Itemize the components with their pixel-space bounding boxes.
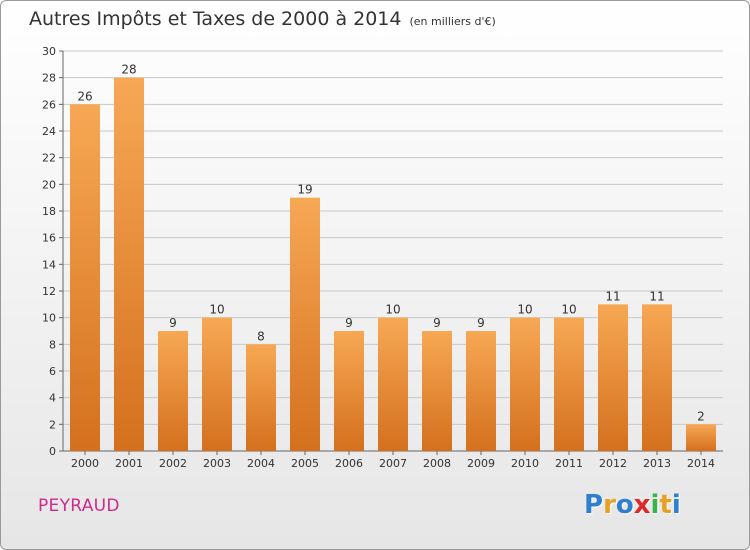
bar-value-label: 10 — [561, 303, 576, 317]
x-tick-label: 2008 — [423, 457, 451, 470]
y-tick-label: 12 — [42, 285, 56, 298]
bar-value-label: 11 — [649, 289, 664, 303]
bar-value-label: 10 — [209, 303, 224, 317]
chart-title-text: Autres Impôts et Taxes de 2000 à 2014 — [29, 8, 402, 30]
logo-letter: x — [633, 490, 651, 520]
bar — [554, 317, 584, 451]
labels: 0246810121416182022242628302620002820019… — [42, 45, 715, 470]
bar-value-label: 10 — [517, 303, 532, 317]
bar — [642, 304, 672, 451]
bar-value-label: 9 — [169, 316, 177, 330]
logo-letter: t — [659, 490, 672, 520]
logo-letter: o — [615, 490, 634, 520]
bar-value-label: 9 — [433, 316, 441, 330]
bar-value-label: 2 — [697, 409, 705, 423]
y-tick-label: 6 — [49, 365, 56, 378]
y-tick-label: 30 — [42, 45, 56, 58]
bar-value-label: 28 — [121, 63, 136, 77]
y-tick-label: 2 — [49, 418, 56, 431]
y-tick-label: 16 — [42, 232, 56, 245]
bar — [114, 77, 144, 452]
x-tick-label: 2014 — [687, 457, 715, 470]
y-tick-label: 0 — [49, 445, 56, 458]
bar-value-label: 26 — [77, 89, 92, 103]
logo-letter: i — [671, 490, 681, 520]
bar — [246, 344, 276, 451]
bar — [378, 317, 408, 451]
x-tick-label: 2002 — [159, 457, 187, 470]
x-tick-label: 2012 — [599, 457, 627, 470]
x-tick-label: 2006 — [335, 457, 363, 470]
bar — [334, 331, 364, 451]
bar — [466, 331, 496, 451]
y-tick-label: 26 — [42, 98, 56, 111]
x-tick-label: 2013 — [643, 457, 671, 470]
x-tick-label: 2011 — [555, 457, 583, 470]
bar — [158, 331, 188, 451]
bar — [686, 424, 716, 451]
bar-value-label: 9 — [477, 316, 485, 330]
proxiti-logo[interactable]: Proxiti — [584, 490, 681, 520]
logo-letter: P — [584, 490, 604, 520]
bar-value-label: 10 — [385, 303, 400, 317]
y-tick-label: 10 — [42, 312, 56, 325]
y-tick-label: 24 — [42, 125, 56, 138]
bar — [202, 317, 232, 451]
bar — [70, 104, 100, 451]
y-tick-label: 20 — [42, 178, 56, 191]
y-tick-label: 18 — [42, 205, 56, 218]
x-tick-label: 2005 — [291, 457, 319, 470]
y-tick-label: 14 — [42, 258, 56, 271]
x-tick-label: 2000 — [71, 457, 99, 470]
logo-letter: i — [650, 490, 660, 520]
y-tick-label: 22 — [42, 152, 56, 165]
bar-value-label: 19 — [297, 183, 312, 197]
bar-value-label: 9 — [345, 316, 353, 330]
commune-name: PEYRAUD — [38, 496, 120, 516]
chart-title: Autres Impôts et Taxes de 2000 à 2014 (en… — [29, 8, 496, 30]
bar-value-label: 8 — [257, 329, 265, 343]
x-tick-label: 2010 — [511, 457, 539, 470]
logo-letter: r — [603, 490, 616, 520]
bar-value-label: 11 — [605, 289, 620, 303]
y-tick-label: 28 — [42, 72, 56, 85]
bar — [290, 197, 320, 451]
y-tick-label: 8 — [49, 338, 56, 351]
bars — [70, 77, 716, 452]
bar — [510, 317, 540, 451]
x-tick-label: 2003 — [203, 457, 231, 470]
x-tick-label: 2009 — [467, 457, 495, 470]
x-tick-label: 2001 — [115, 457, 143, 470]
y-tick-label: 4 — [49, 392, 56, 405]
bar — [598, 304, 628, 451]
x-tick-label: 2004 — [247, 457, 275, 470]
chart-subtitle: (en milliers d'€) — [409, 15, 496, 28]
bar — [422, 331, 452, 451]
x-tick-label: 2007 — [379, 457, 407, 470]
